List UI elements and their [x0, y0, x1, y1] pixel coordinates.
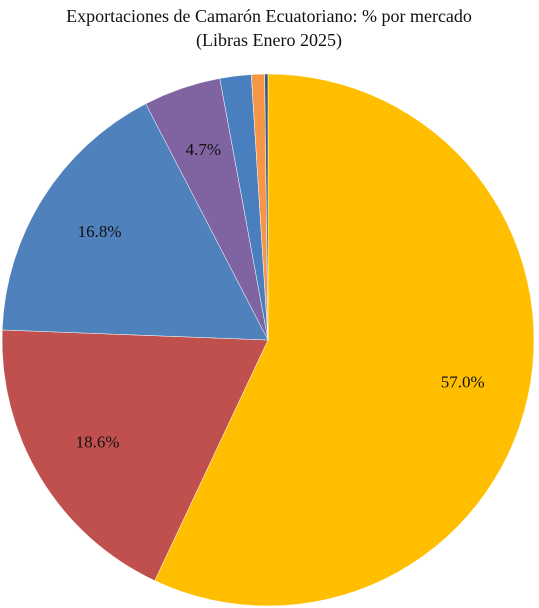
- pie-slice: [264, 73, 269, 341]
- data-label: 4.7%: [186, 140, 221, 159]
- chart-title: Exportaciones de Camarón Ecuatoriano: % …: [66, 6, 472, 26]
- pie-slice: [1, 329, 269, 582]
- data-label: 18.6%: [76, 433, 120, 452]
- data-label: 57.0%: [441, 372, 485, 391]
- pie-slice: [154, 73, 535, 607]
- chart-subtitle: (Libras Enero 2025): [196, 30, 342, 51]
- pie-slice: [1, 103, 269, 341]
- data-label: 16.8%: [78, 222, 122, 241]
